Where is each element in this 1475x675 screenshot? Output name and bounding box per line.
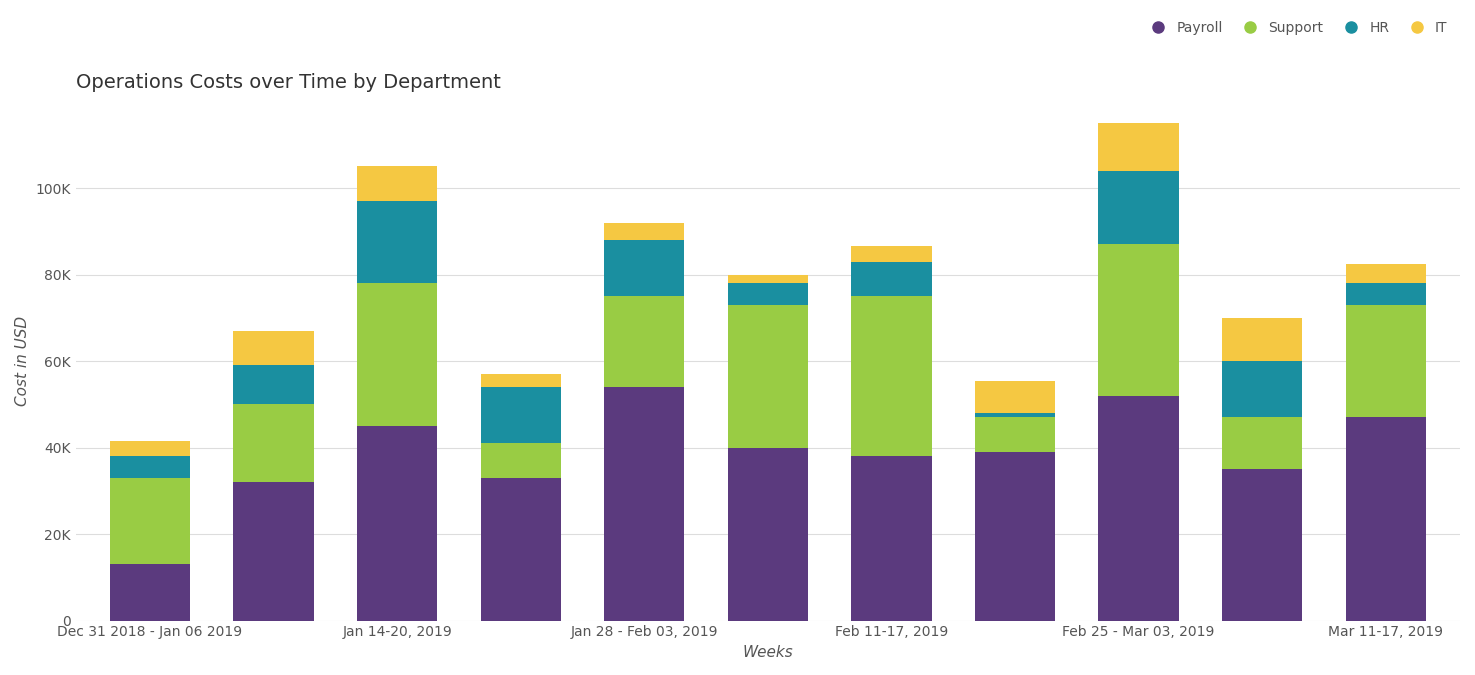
Bar xyxy=(851,262,932,296)
Bar xyxy=(233,331,314,365)
Bar xyxy=(851,456,932,620)
Bar xyxy=(1099,124,1179,171)
Bar xyxy=(975,452,1055,620)
Y-axis label: Cost in USD: Cost in USD xyxy=(15,316,30,406)
Bar xyxy=(727,275,808,284)
Bar xyxy=(233,365,314,404)
Bar xyxy=(357,426,437,620)
Bar xyxy=(1223,361,1302,417)
Bar xyxy=(233,482,314,620)
Bar xyxy=(975,417,1055,452)
Bar xyxy=(1223,469,1302,620)
Bar xyxy=(357,201,437,284)
Bar xyxy=(851,246,932,262)
Bar xyxy=(727,305,808,448)
X-axis label: Weeks: Weeks xyxy=(742,645,794,660)
Bar xyxy=(1345,284,1426,305)
Bar xyxy=(605,387,684,620)
Bar xyxy=(233,404,314,482)
Bar xyxy=(1099,171,1179,244)
Text: Operations Costs over Time by Department: Operations Costs over Time by Department xyxy=(75,73,500,92)
Bar xyxy=(975,413,1055,417)
Bar xyxy=(975,381,1055,413)
Bar xyxy=(357,284,437,426)
Bar xyxy=(851,296,932,456)
Bar xyxy=(109,441,190,456)
Bar xyxy=(727,448,808,620)
Bar xyxy=(1345,264,1426,284)
Legend: Payroll, Support, HR, IT: Payroll, Support, HR, IT xyxy=(1139,15,1453,40)
Bar xyxy=(605,223,684,240)
Bar xyxy=(1345,305,1426,417)
Bar xyxy=(1223,417,1302,469)
Bar xyxy=(481,374,560,387)
Bar xyxy=(1099,244,1179,396)
Bar xyxy=(727,284,808,305)
Bar xyxy=(1345,417,1426,620)
Bar xyxy=(357,167,437,201)
Bar xyxy=(109,456,190,478)
Bar xyxy=(109,564,190,620)
Bar xyxy=(481,443,560,478)
Bar xyxy=(109,478,190,564)
Bar xyxy=(1099,396,1179,620)
Bar xyxy=(481,387,560,443)
Bar xyxy=(1223,318,1302,361)
Bar xyxy=(481,478,560,620)
Bar xyxy=(605,296,684,387)
Bar xyxy=(605,240,684,296)
